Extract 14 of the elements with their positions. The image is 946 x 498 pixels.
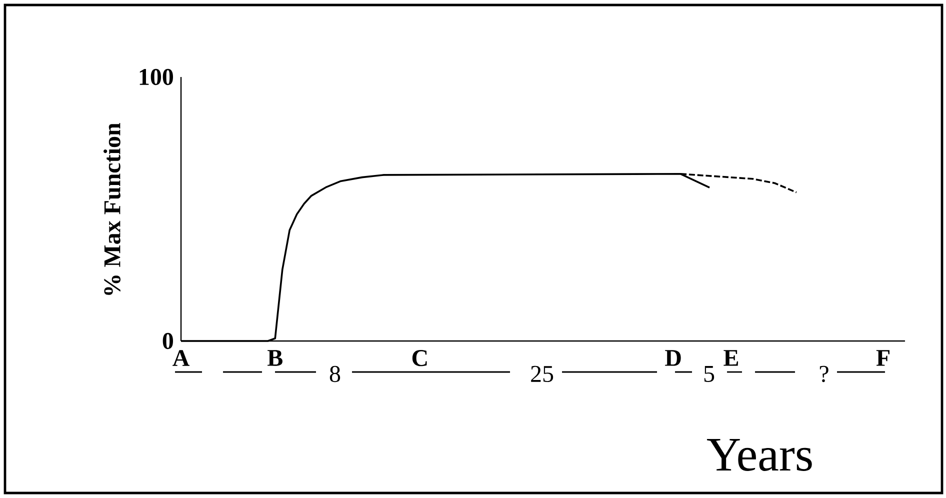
- x-tick-label: C: [412, 350, 427, 366]
- x-tick-label: A: [172, 350, 190, 366]
- text: ?: [820, 366, 828, 382]
- x-tick-label: E: [724, 350, 738, 366]
- text: 8: [330, 366, 340, 382]
- x-tick-label: B: [268, 350, 282, 366]
- x-axis-title: Years: [706, 439, 812, 471]
- y-axis-title: % Max Function: [104, 123, 120, 295]
- y-tick-label: 0: [162, 332, 174, 350]
- x-tick-label: D: [665, 350, 681, 366]
- x-tick-label: F: [876, 350, 890, 366]
- text: 25: [531, 366, 554, 382]
- text: 5: [704, 366, 714, 382]
- y-tick-label: 100: [140, 68, 174, 86]
